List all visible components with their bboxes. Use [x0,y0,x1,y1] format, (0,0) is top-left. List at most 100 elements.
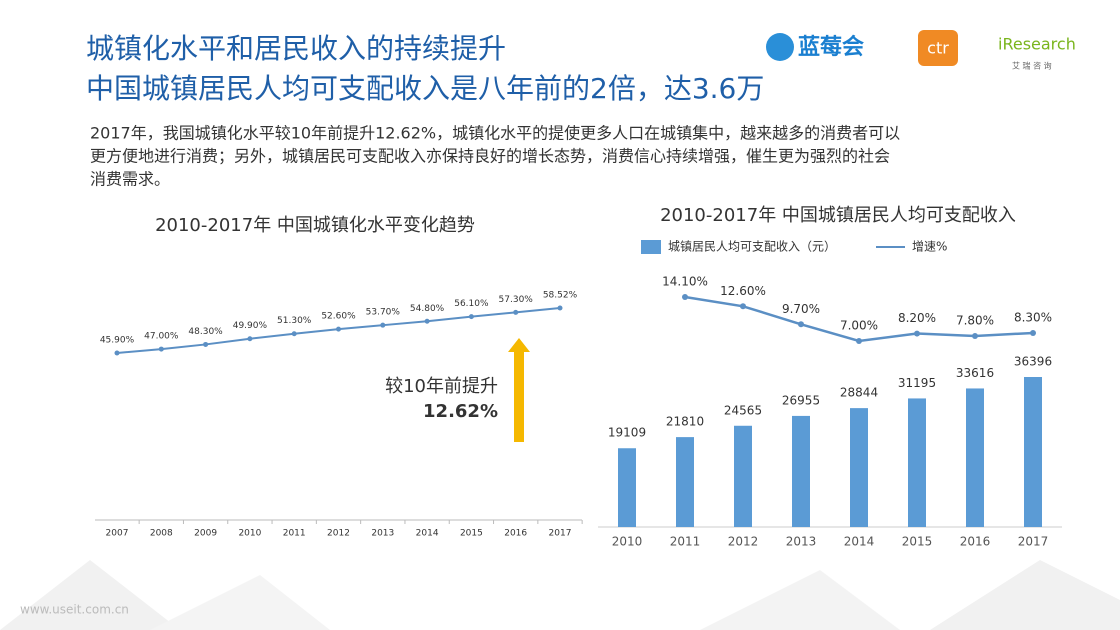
point [424,318,430,324]
point [291,331,297,337]
data-label: 26955 [782,393,820,407]
x-tick-label: 2013 [786,535,817,549]
bar [734,425,752,527]
data-label: 24565 [724,403,762,417]
x-tick-label: 2014 [416,529,439,539]
data-label: 54.80% [410,304,445,314]
chart-title: 2010-2017年 中国城镇居民人均可支配收入 [660,205,1016,226]
data-label: 28844 [840,386,878,400]
point [380,322,386,328]
arrow [508,338,530,442]
point [247,336,253,342]
x-tick-label: 2011 [670,535,701,549]
bar [1024,377,1042,527]
logo-icon [918,30,958,66]
annotation: 12.62% [423,401,498,422]
annotation: 较10年前提升 [385,376,498,397]
data-label: 8.20% [898,311,936,325]
data-label: 51.30% [277,316,312,326]
x-tick-label: 2010 [612,535,643,549]
point [336,326,341,332]
bar [618,448,636,527]
headline: 城镇化水平和居民收入的持续提升 [86,32,506,65]
point [513,309,519,315]
x-tick-label: 2015 [902,535,933,549]
data-label: 36396 [1014,355,1052,369]
legend-swatch [641,240,661,254]
data-label: 33616 [956,366,994,380]
bar [792,415,810,527]
data-label: 8.30% [1014,310,1052,324]
logo-text: ctr [927,39,949,58]
logo-ctr: ctr [918,30,958,66]
bg-shape [930,560,1120,630]
bar [966,388,984,527]
x-tick-label: 2015 [460,529,483,539]
point [740,303,746,310]
x-tick-label: 2009 [194,529,217,539]
data-label: 19109 [608,426,646,440]
data-label: 49.90% [233,321,268,331]
x-tick-label: 2013 [371,529,394,539]
x-tick-label: 2007 [106,529,129,539]
x-tick-label: 2012 [728,535,759,549]
x-tick-label: 2014 [844,535,875,549]
x-tick-label: 2012 [327,529,350,539]
background [0,560,1120,630]
data-label: 9.70% [782,302,820,316]
data-label: 12.60% [720,284,766,298]
point [682,294,688,300]
data-label: 14.10% [662,275,708,289]
data-label: 53.70% [366,308,401,318]
x-tick-label: 2010 [238,529,261,539]
logo-subtext: 艾 瑞 咨 询 [1012,61,1052,71]
data-label: 56.10% [454,299,489,309]
data-label: 52.60% [321,312,356,322]
legend-label: 城镇居民人均可支配收入（元） [668,240,836,254]
point [114,350,120,356]
x-tick-label: 2016 [504,529,527,539]
bar [676,437,694,527]
x-tick-label: 2017 [1018,535,1049,549]
body-text: 更方便地进行消费；另外，城镇居民可支配收入亦保持良好的增长态势，消费信心持续增强… [90,147,890,166]
data-label: 21810 [666,415,704,429]
data-label: 47.00% [144,332,179,342]
logo-text: iResearch [998,35,1076,54]
headline: 中国城镇居民人均可支配收入是八年前的2倍，达3.6万 [86,72,764,105]
point [798,321,804,328]
point [914,330,920,337]
data-label: 7.80% [956,314,994,328]
data-label: 58.52% [543,291,578,301]
bg-shape [0,560,180,630]
bar [850,408,868,527]
watermark: www.useit.com.cn [20,603,129,617]
point [557,305,563,311]
x-tick-label: 2011 [283,529,306,539]
x-tick-label: 2017 [549,529,572,539]
point [856,338,862,344]
data-label: 45.90% [100,336,135,346]
data-label: 31195 [898,376,936,390]
logo-iresearch: iResearch 艾 瑞 咨 询 [998,35,1076,71]
point [1030,329,1036,336]
legend-label: 增速% [912,240,947,254]
data-label: 7.00% [840,319,878,333]
data-label: 57.30% [499,295,534,305]
body-text: 2017年，我国城镇化水平较10年前提升12.62%，城镇化水平的提使更多人口在… [90,124,900,143]
x-tick-label: 2016 [960,535,991,549]
point [468,314,474,320]
point [972,333,978,340]
logo-lanmeihui: 蓝莓会 [766,33,864,61]
point [203,341,209,347]
logo-text: 蓝莓会 [798,34,864,60]
bg-shape [700,570,900,630]
data-label: 48.30% [188,327,223,337]
bg-shape [150,575,330,630]
bar [908,398,926,527]
logo-icon [766,33,794,61]
body-text: 消费需求。 [90,170,170,189]
x-tick-label: 2008 [150,529,173,539]
chart-title: 2010-2017年 中国城镇化水平变化趋势 [155,215,475,236]
point [158,346,164,352]
